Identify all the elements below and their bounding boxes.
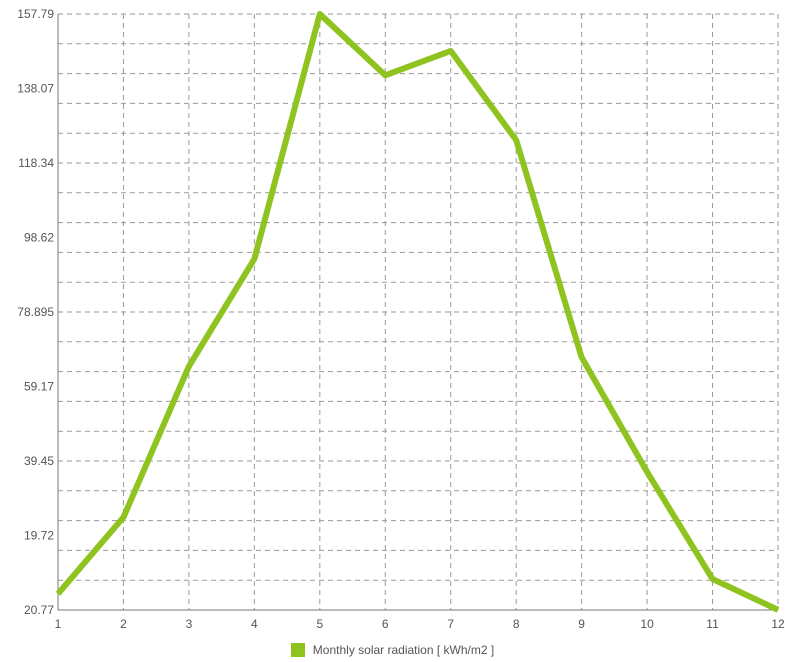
- x-tick-label: 5: [316, 617, 323, 631]
- legend: Monthly solar radiation [ kWh/m2 ]: [0, 640, 785, 660]
- x-tick-label: 4: [251, 617, 258, 631]
- series: [55, 11, 780, 613]
- x-tick-label: 11: [706, 617, 719, 631]
- legend-item[interactable]: Monthly solar radiation [ kWh/m2 ]: [290, 643, 495, 657]
- x-tick-label: 2: [120, 617, 127, 631]
- x-tick-label: 8: [513, 617, 520, 631]
- legend-swatch: [290, 643, 305, 657]
- x-tick-label: 7: [447, 617, 454, 631]
- y-tick-label: 78.895: [17, 305, 54, 319]
- grid: [57, 13, 779, 611]
- x-tick-label: 3: [186, 617, 193, 631]
- series-line[interactable]: [55, 11, 780, 613]
- x-tick-label: 6: [382, 617, 389, 631]
- x-tick-label: 9: [578, 617, 585, 631]
- y-axis-ticks: 157.79 138.07 118.34 98.62 78.895 59.17 39.45 1…: [17, 7, 54, 617]
- legend-label: Monthly solar radiation [ kWh/m2 ]: [312, 643, 495, 657]
- y-tick-label: 20.77: [24, 603, 54, 617]
- y-tick-label: 39.45: [24, 454, 54, 468]
- x-tick-label: 10: [640, 617, 654, 631]
- y-tick-label: 157.79: [17, 7, 54, 21]
- x-tick-label: 1: [55, 617, 62, 631]
- y-tick-label: 19.72: [24, 529, 54, 543]
- axes: [57, 14, 778, 611]
- chart: 1 2 3 4 5 6 7 8 9 10 11 12 157.79138.07118.3498.627…: [17, 7, 785, 631]
- x-tick-label: 12: [771, 617, 785, 631]
- y-tick-label: 118.34: [18, 156, 54, 170]
- y-tick-label: 98.62: [24, 231, 54, 245]
- y-tick-label: 59.17: [24, 380, 54, 394]
- x-axis-ticks: 1 2 3 4 5 6 7 8 9 10 11 12: [55, 617, 785, 631]
- y-tick-label: 138.07: [17, 82, 54, 96]
